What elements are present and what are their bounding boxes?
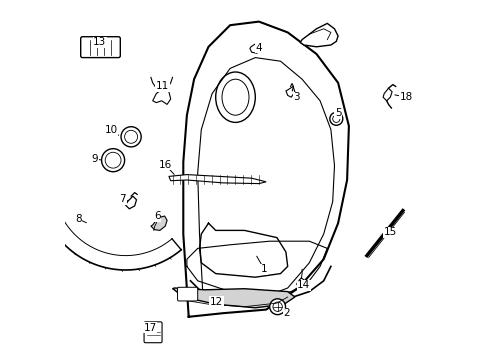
Text: 16: 16: [158, 160, 172, 170]
Polygon shape: [151, 216, 167, 230]
Polygon shape: [172, 288, 294, 308]
Text: 6: 6: [154, 211, 161, 221]
Text: 2: 2: [283, 308, 290, 318]
Text: 3: 3: [293, 92, 300, 102]
Text: 7: 7: [119, 194, 126, 204]
Polygon shape: [296, 278, 305, 288]
Polygon shape: [249, 44, 258, 53]
Text: 9: 9: [92, 154, 98, 164]
Polygon shape: [300, 23, 337, 47]
Polygon shape: [382, 88, 391, 101]
Text: 1: 1: [261, 264, 267, 274]
Text: 12: 12: [209, 297, 223, 307]
Polygon shape: [168, 175, 265, 184]
Text: 13: 13: [93, 37, 106, 48]
Text: 5: 5: [334, 108, 341, 118]
FancyBboxPatch shape: [177, 287, 197, 301]
Text: 10: 10: [104, 125, 118, 135]
Text: 15: 15: [383, 227, 396, 237]
Text: 17: 17: [143, 323, 157, 333]
Text: 11: 11: [156, 81, 169, 91]
Polygon shape: [125, 196, 136, 209]
Text: 18: 18: [399, 92, 412, 102]
Polygon shape: [152, 88, 170, 104]
FancyBboxPatch shape: [144, 322, 162, 343]
Text: 4: 4: [255, 42, 262, 53]
Polygon shape: [285, 86, 294, 97]
Circle shape: [269, 299, 285, 315]
Text: 8: 8: [75, 214, 81, 224]
Text: 14: 14: [297, 280, 310, 290]
